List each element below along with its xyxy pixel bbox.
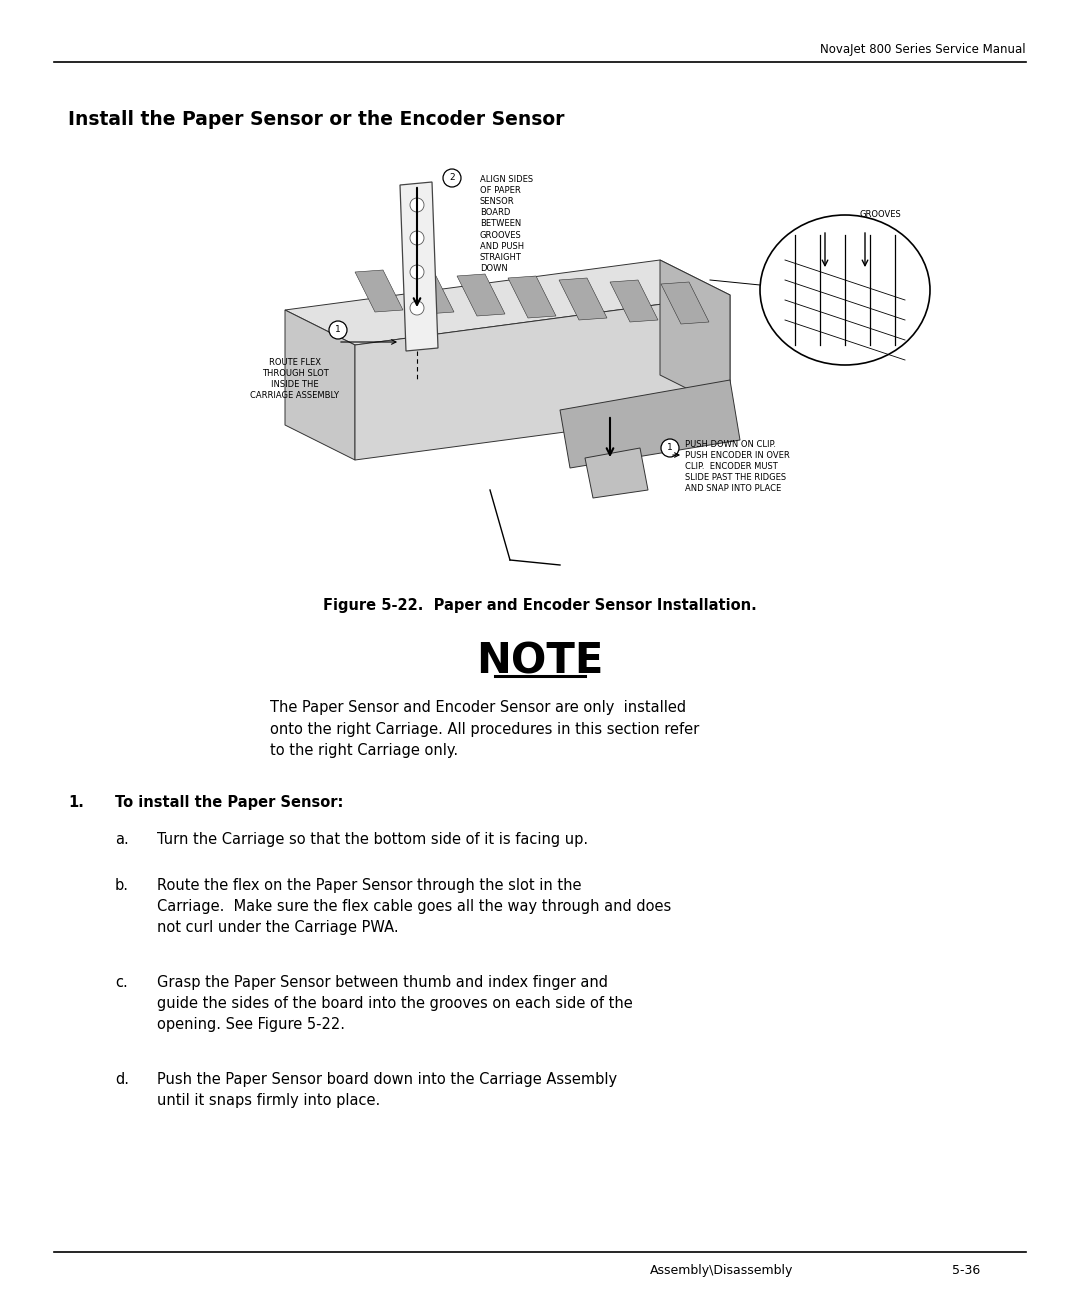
Polygon shape bbox=[355, 295, 730, 460]
Circle shape bbox=[410, 231, 424, 245]
Polygon shape bbox=[561, 380, 740, 468]
Text: d.: d. bbox=[114, 1072, 129, 1087]
Polygon shape bbox=[285, 310, 355, 460]
Text: ROUTE FLEX
THROUGH SLOT
INSIDE THE
CARRIAGE ASSEMBLY: ROUTE FLEX THROUGH SLOT INSIDE THE CARRI… bbox=[251, 358, 339, 400]
Polygon shape bbox=[610, 280, 658, 321]
Text: GROOVES: GROOVES bbox=[860, 210, 902, 219]
Text: Grasp the Paper Sensor between thumb and index finger and
guide the sides of the: Grasp the Paper Sensor between thumb and… bbox=[157, 975, 633, 1032]
Text: Figure 5-22.  Paper and Encoder Sensor Installation.: Figure 5-22. Paper and Encoder Sensor In… bbox=[323, 597, 757, 613]
Polygon shape bbox=[559, 279, 607, 320]
Text: Push the Paper Sensor board down into the Carriage Assembly
until it snaps firml: Push the Paper Sensor board down into th… bbox=[157, 1072, 617, 1108]
Text: NovaJet 800 Series Service Manual: NovaJet 800 Series Service Manual bbox=[821, 43, 1026, 56]
Circle shape bbox=[661, 439, 679, 457]
Text: 1.: 1. bbox=[68, 794, 84, 810]
Polygon shape bbox=[355, 270, 403, 312]
Polygon shape bbox=[457, 273, 505, 316]
Polygon shape bbox=[285, 260, 730, 345]
Circle shape bbox=[443, 168, 461, 187]
Text: b.: b. bbox=[114, 877, 129, 893]
Text: 2: 2 bbox=[449, 174, 455, 183]
Text: 5-36: 5-36 bbox=[951, 1264, 980, 1277]
Circle shape bbox=[410, 301, 424, 315]
Text: a.: a. bbox=[114, 832, 129, 848]
Text: NOTE: NOTE bbox=[476, 640, 604, 682]
Text: c.: c. bbox=[114, 975, 127, 990]
Circle shape bbox=[410, 198, 424, 213]
Polygon shape bbox=[585, 448, 648, 498]
Polygon shape bbox=[508, 276, 556, 318]
Text: 1: 1 bbox=[667, 443, 673, 452]
Text: Install the Paper Sensor or the Encoder Sensor: Install the Paper Sensor or the Encoder … bbox=[68, 110, 565, 130]
Text: PUSH DOWN ON CLIP.
PUSH ENCODER IN OVER
CLIP.  ENCODER MUST
SLIDE PAST THE RIDGE: PUSH DOWN ON CLIP. PUSH ENCODER IN OVER … bbox=[685, 441, 789, 494]
Text: The Paper Sensor and Encoder Sensor are only  installed
onto the right Carriage.: The Paper Sensor and Encoder Sensor are … bbox=[270, 700, 699, 758]
Circle shape bbox=[329, 321, 347, 340]
Circle shape bbox=[410, 264, 424, 279]
Polygon shape bbox=[406, 272, 454, 314]
Text: Turn the Carriage so that the bottom side of it is facing up.: Turn the Carriage so that the bottom sid… bbox=[157, 832, 589, 848]
Ellipse shape bbox=[760, 215, 930, 365]
Polygon shape bbox=[400, 181, 438, 351]
Text: To install the Paper Sensor:: To install the Paper Sensor: bbox=[114, 794, 343, 810]
Text: 1: 1 bbox=[335, 325, 341, 334]
Polygon shape bbox=[660, 260, 730, 410]
Text: Assembly\Disassembly: Assembly\Disassembly bbox=[650, 1264, 794, 1277]
Text: ALIGN SIDES
OF PAPER
SENSOR
BOARD
BETWEEN
GROOVES
AND PUSH
STRAIGHT
DOWN: ALIGN SIDES OF PAPER SENSOR BOARD BETWEE… bbox=[480, 175, 534, 272]
Text: Route the flex on the Paper Sensor through the slot in the
Carriage.  Make sure : Route the flex on the Paper Sensor throu… bbox=[157, 877, 672, 934]
Polygon shape bbox=[661, 283, 708, 324]
